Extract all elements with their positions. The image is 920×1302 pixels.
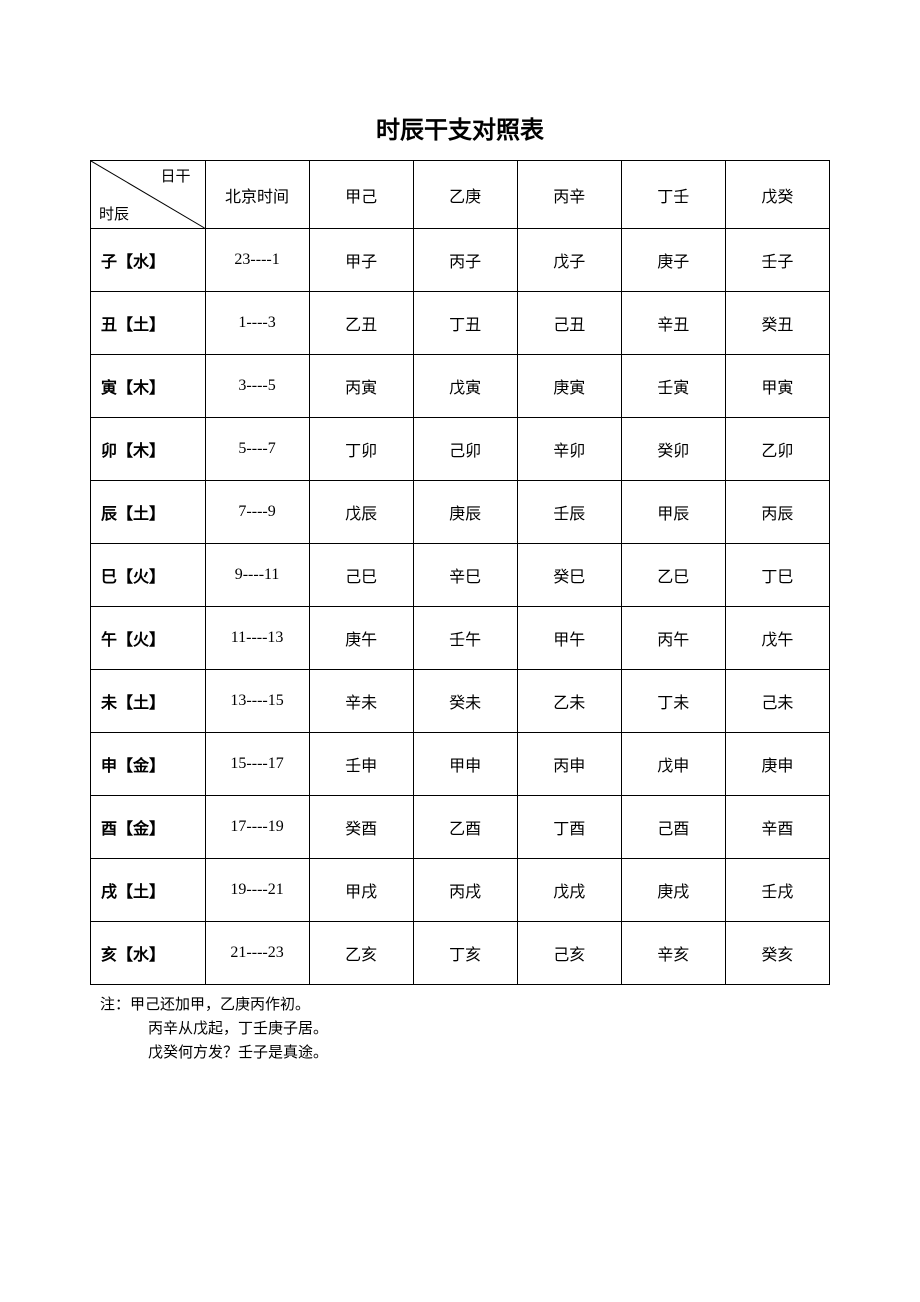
table-cell: 丙子 [413, 229, 517, 292]
table-cell: 辛卯 [517, 418, 621, 481]
table-cell: 戊戌 [517, 859, 621, 922]
table-cell: 庚寅 [517, 355, 621, 418]
table-cell: 癸卯 [621, 418, 725, 481]
row-label: 未【土】 [91, 670, 206, 733]
table-cell: 乙巳 [621, 544, 725, 607]
column-header: 丁壬 [621, 161, 725, 229]
table-cell: 癸酉 [309, 796, 413, 859]
row-label: 丑【土】 [91, 292, 206, 355]
table-cell: 甲午 [517, 607, 621, 670]
table-cell: 21----23 [205, 922, 309, 985]
table-cell: 15----17 [205, 733, 309, 796]
table-cell: 己酉 [621, 796, 725, 859]
table-cell: 甲辰 [621, 481, 725, 544]
header-diagonal-cell: 日干时辰 [91, 161, 206, 229]
row-label: 酉【金】 [91, 796, 206, 859]
table-cell: 己卯 [413, 418, 517, 481]
table-cell: 丙戌 [413, 859, 517, 922]
table-cell: 辛巳 [413, 544, 517, 607]
footnotes: 注：甲己还加甲，乙庚丙作初。丙辛从戊起，丁壬庚子居。戊癸何方发？壬子是真途。 [90, 993, 830, 1065]
column-header: 甲己 [309, 161, 413, 229]
table-cell: 己巳 [309, 544, 413, 607]
table-cell: 壬寅 [621, 355, 725, 418]
table-cell: 戊子 [517, 229, 621, 292]
row-label: 午【火】 [91, 607, 206, 670]
table-cell: 己未 [725, 670, 829, 733]
table-cell: 17----19 [205, 796, 309, 859]
table-cell: 乙酉 [413, 796, 517, 859]
table-cell: 庚午 [309, 607, 413, 670]
row-label: 申【金】 [91, 733, 206, 796]
table-cell: 壬戌 [725, 859, 829, 922]
table-cell: 甲寅 [725, 355, 829, 418]
table-cell: 己丑 [517, 292, 621, 355]
page-title: 时辰干支对照表 [90, 110, 830, 145]
table-cell: 丁亥 [413, 922, 517, 985]
row-label: 辰【土】 [91, 481, 206, 544]
table-cell: 壬午 [413, 607, 517, 670]
table-cell: 庚戌 [621, 859, 725, 922]
table-cell: 辛未 [309, 670, 413, 733]
table-cell: 甲申 [413, 733, 517, 796]
table-cell: 戊辰 [309, 481, 413, 544]
table-cell: 壬子 [725, 229, 829, 292]
column-header: 乙庚 [413, 161, 517, 229]
table-cell: 9----11 [205, 544, 309, 607]
table-cell: 11----13 [205, 607, 309, 670]
table-cell: 乙丑 [309, 292, 413, 355]
table-cell: 辛酉 [725, 796, 829, 859]
table-cell: 13----15 [205, 670, 309, 733]
table-cell: 癸巳 [517, 544, 621, 607]
footnote-line: 注：甲己还加甲，乙庚丙作初。 [100, 993, 830, 1017]
row-label: 亥【水】 [91, 922, 206, 985]
row-label: 子【水】 [91, 229, 206, 292]
table-cell: 辛亥 [621, 922, 725, 985]
row-label: 寅【木】 [91, 355, 206, 418]
table-cell: 壬申 [309, 733, 413, 796]
table-cell: 乙亥 [309, 922, 413, 985]
row-label: 巳【火】 [91, 544, 206, 607]
table-cell: 庚辰 [413, 481, 517, 544]
table-cell: 癸亥 [725, 922, 829, 985]
table-cell: 甲戌 [309, 859, 413, 922]
table-cell: 癸丑 [725, 292, 829, 355]
table-cell: 庚申 [725, 733, 829, 796]
column-header: 丙辛 [517, 161, 621, 229]
row-label: 戌【土】 [91, 859, 206, 922]
footnote-line: 戊癸何方发？壬子是真途。 [100, 1041, 830, 1065]
table-cell: 戊申 [621, 733, 725, 796]
table-cell: 3----5 [205, 355, 309, 418]
table-cell: 丁酉 [517, 796, 621, 859]
table-cell: 乙未 [517, 670, 621, 733]
table-cell: 戊寅 [413, 355, 517, 418]
table-cell: 癸未 [413, 670, 517, 733]
row-label: 卯【木】 [91, 418, 206, 481]
table-cell: 壬辰 [517, 481, 621, 544]
table-cell: 甲子 [309, 229, 413, 292]
table-cell: 19----21 [205, 859, 309, 922]
table-cell: 丙午 [621, 607, 725, 670]
table-cell: 庚子 [621, 229, 725, 292]
table-cell: 戊午 [725, 607, 829, 670]
table-cell: 23----1 [205, 229, 309, 292]
table-cell: 7----9 [205, 481, 309, 544]
table-cell: 丁丑 [413, 292, 517, 355]
ganzhi-table: 日干时辰北京时间甲己乙庚丙辛丁壬戊癸子【水】23----1甲子丙子戊子庚子壬子丑… [90, 160, 830, 985]
table-cell: 丙申 [517, 733, 621, 796]
column-header: 北京时间 [205, 161, 309, 229]
table-cell: 1----3 [205, 292, 309, 355]
footnote-line: 丙辛从戊起，丁壬庚子居。 [100, 1017, 830, 1041]
table-cell: 辛丑 [621, 292, 725, 355]
table-cell: 丁巳 [725, 544, 829, 607]
table-cell: 丁卯 [309, 418, 413, 481]
table-cell: 己亥 [517, 922, 621, 985]
table-cell: 5----7 [205, 418, 309, 481]
table-cell: 丙寅 [309, 355, 413, 418]
table-cell: 乙卯 [725, 418, 829, 481]
column-header: 戊癸 [725, 161, 829, 229]
table-cell: 丁未 [621, 670, 725, 733]
table-cell: 丙辰 [725, 481, 829, 544]
